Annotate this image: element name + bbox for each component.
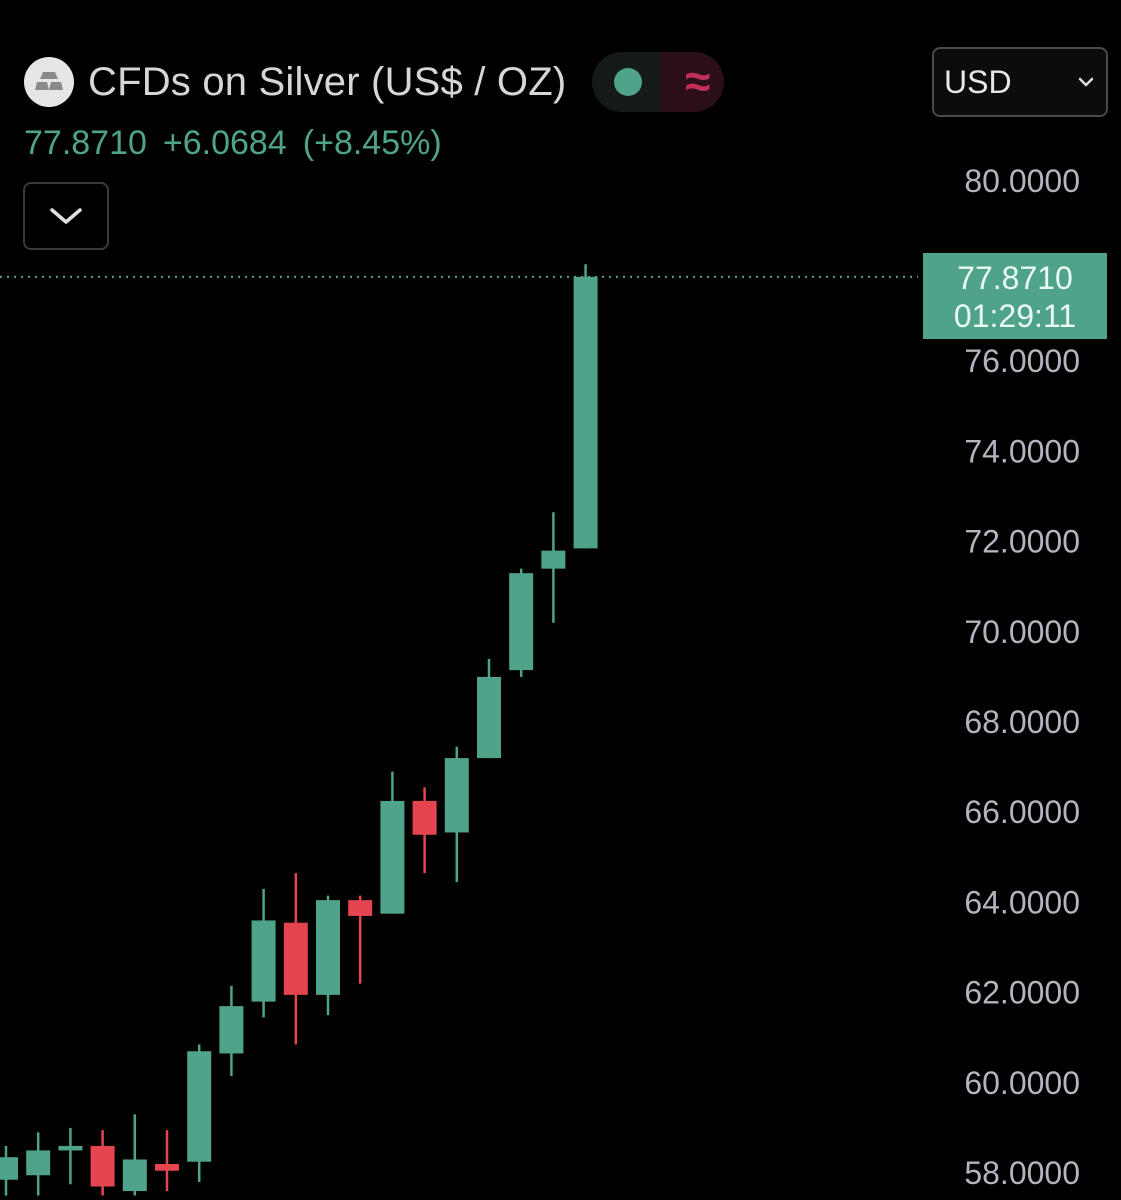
y-tick-label: 62.0000: [964, 975, 1080, 1011]
last-price: 77.8710: [24, 124, 147, 162]
candle: [58, 1127, 83, 1185]
candle: [187, 1044, 212, 1183]
badge-price: 77.8710: [957, 260, 1073, 296]
candles: [0, 264, 598, 1196]
currency-value: USD: [944, 63, 1012, 100]
candle: [541, 512, 566, 623]
price-change-percent: (+8.45%): [302, 124, 442, 162]
candle-body: [541, 550, 566, 569]
candle: [122, 1114, 147, 1196]
candle: [412, 787, 437, 874]
last-price-badge: 77.8710 01:29:11: [923, 253, 1107, 339]
chart-header: CFDs on Silver (US$ / OZ) ≈: [24, 52, 725, 112]
candle-body: [477, 676, 501, 759]
price-axis: 58.0000 60.0000 62.0000 64.0000 66.0000 68.00…: [964, 163, 1080, 1191]
candle: [477, 658, 501, 759]
candle: [0, 1145, 18, 1196]
candle: [348, 895, 373, 984]
candle: [283, 873, 308, 1045]
chevron-down-icon: [50, 208, 82, 224]
candle: [444, 746, 469, 883]
candle-body: [155, 1163, 179, 1171]
candle-body: [380, 800, 405, 914]
candle-body: [283, 922, 308, 995]
symbol-title: CFDs on Silver (US$ / OZ): [88, 59, 567, 104]
y-tick-label: 74.0000: [964, 433, 1080, 469]
silver-bars-icon: [24, 57, 74, 107]
chevron-down-icon: [1078, 77, 1094, 87]
candle: [219, 985, 244, 1077]
collapse-legend-button[interactable]: [23, 182, 109, 250]
market-open-dot-icon: [614, 68, 643, 96]
price-summary: 77.8710 +6.0684 (+8.45%): [24, 124, 442, 163]
candle-body: [348, 900, 373, 916]
candle: [251, 888, 276, 1018]
candle: [509, 568, 534, 677]
candle: [26, 1132, 51, 1196]
candle: [316, 895, 340, 1016]
candle-body: [219, 1006, 244, 1054]
candle-body: [444, 758, 469, 833]
candle-body: [412, 800, 437, 835]
market-status[interactable]: ≈: [592, 52, 725, 112]
candle: [573, 264, 598, 549]
approx-icon: ≈: [685, 55, 711, 107]
candle-body: [58, 1145, 83, 1151]
y-tick-label: 68.0000: [964, 704, 1080, 740]
candle: [90, 1130, 115, 1196]
y-tick-label: 72.0000: [964, 524, 1080, 560]
candle-body: [316, 900, 340, 995]
price-change: +6.0684: [162, 124, 287, 162]
y-tick-label: 70.0000: [964, 614, 1080, 650]
y-tick-label: 76.0000: [964, 343, 1080, 379]
candle-body: [509, 573, 534, 671]
candle: [380, 771, 405, 914]
candle-body: [90, 1145, 115, 1187]
badge-countdown: 01:29:11: [953, 298, 1077, 334]
candle-body: [573, 276, 598, 549]
candle: [155, 1130, 179, 1192]
currency-select[interactable]: USD: [932, 47, 1108, 117]
y-tick-label: 58.0000: [964, 1155, 1080, 1191]
candle-body: [122, 1159, 147, 1192]
y-tick-label: 60.0000: [964, 1065, 1080, 1101]
candle-body: [187, 1051, 212, 1162]
candle-body: [251, 920, 276, 1002]
candle-body: [0, 1157, 18, 1180]
candle-body: [26, 1150, 51, 1176]
y-tick-label: 66.0000: [964, 794, 1080, 830]
y-tick-label: 64.0000: [964, 884, 1080, 920]
y-tick-label: 80.0000: [964, 163, 1080, 199]
